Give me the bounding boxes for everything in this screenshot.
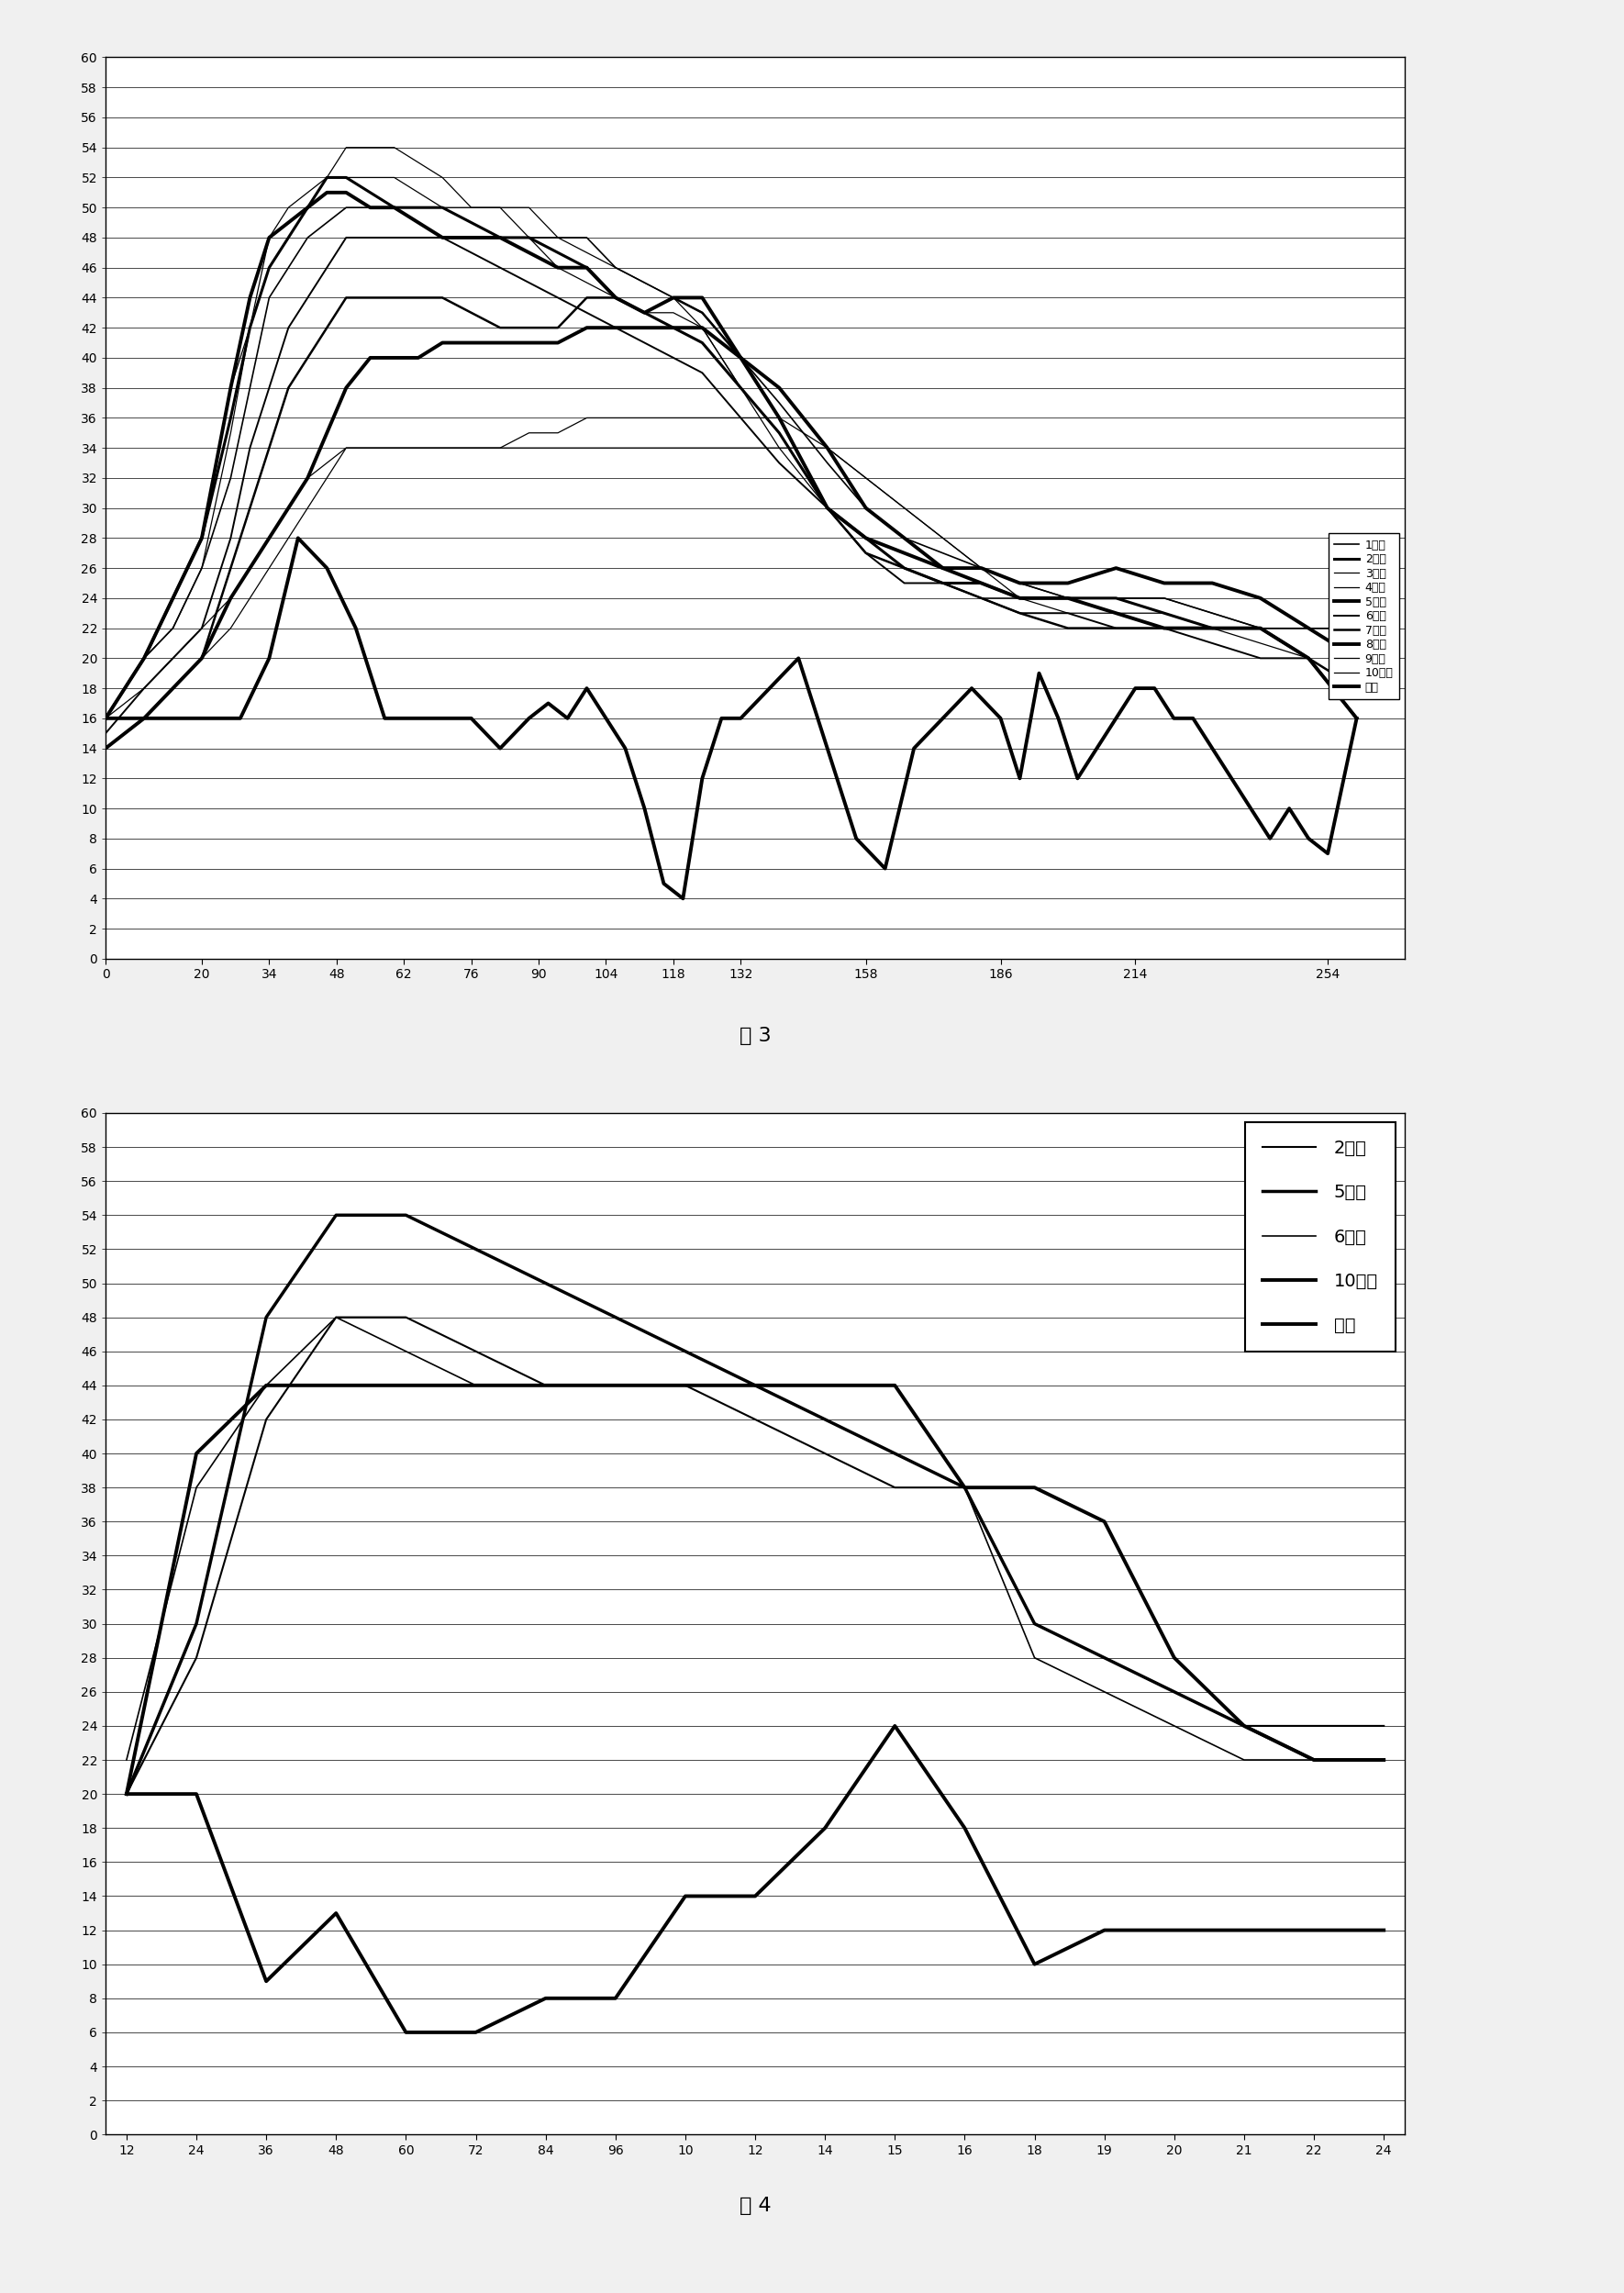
Text: 图 4: 图 4 <box>739 2197 771 2215</box>
Text: 图 3: 图 3 <box>739 1027 771 1046</box>
Legend: 2号点, 5号点, 6号点, 10号点, 气温: 2号点, 5号点, 6号点, 10号点, 气温 <box>1244 1121 1397 1353</box>
Legend: 1号点, 2号点, 3号点, 4号点, 5号点, 6号点, 7号点, 8号点, 9号点, 10号点, 气温: 1号点, 2号点, 3号点, 4号点, 5号点, 6号点, 7号点, 8号点, … <box>1328 534 1398 699</box>
